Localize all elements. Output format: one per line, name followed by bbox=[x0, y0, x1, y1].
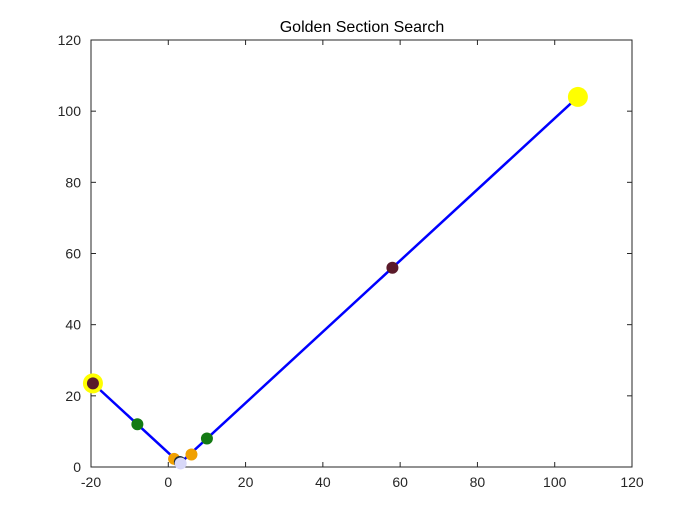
x-tick-label: 60 bbox=[392, 474, 408, 490]
x-tick-label: -20 bbox=[81, 474, 101, 490]
y-tick-label: 100 bbox=[58, 103, 82, 119]
y-tick-label: 120 bbox=[58, 32, 82, 48]
data-point bbox=[386, 261, 399, 274]
data-point bbox=[131, 418, 144, 431]
x-tick-label: 0 bbox=[164, 474, 172, 490]
x-tick-label: 100 bbox=[543, 474, 567, 490]
y-tick-label: 60 bbox=[65, 246, 81, 262]
data-point bbox=[567, 86, 588, 107]
y-tick-label: 40 bbox=[65, 317, 81, 333]
plot-area bbox=[90, 39, 633, 468]
data-point bbox=[200, 432, 213, 445]
chart-title: Golden Section Search bbox=[280, 19, 445, 36]
data-point bbox=[185, 448, 198, 461]
x-tick-label: 20 bbox=[238, 474, 254, 490]
y-tick-label: 20 bbox=[65, 388, 81, 404]
x-tick-label: 120 bbox=[620, 474, 644, 490]
x-tick-label: 40 bbox=[315, 474, 331, 490]
y-tick-label: 0 bbox=[73, 459, 81, 475]
markers-layer bbox=[82, 86, 588, 470]
y-tick-label: 80 bbox=[65, 174, 81, 190]
data-point bbox=[174, 457, 187, 470]
data-point bbox=[86, 377, 99, 390]
x-tick-label: 80 bbox=[470, 474, 486, 490]
